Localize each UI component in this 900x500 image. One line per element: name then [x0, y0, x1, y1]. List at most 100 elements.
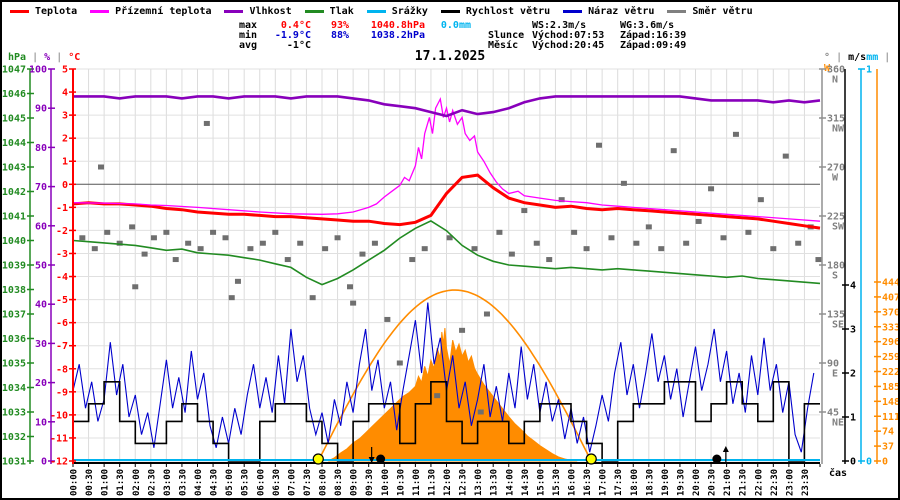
time-tick-label: 01:00 — [101, 469, 111, 496]
time-tick-label: 07:00 — [287, 469, 297, 496]
legend-color-dash — [563, 10, 583, 13]
compass-label: NE — [832, 418, 844, 429]
degree-tick-label: 135 — [827, 310, 845, 321]
astro-value: Východ:20:45 — [532, 40, 605, 51]
time-tick-label: 17:00 — [599, 469, 609, 496]
hpa-tick-label: 1039 — [2, 261, 26, 272]
stats-row-label: max — [239, 20, 258, 31]
wind-direction-point — [141, 251, 148, 257]
time-tick-label: 02:30 — [147, 469, 157, 496]
mm-unit-label: mm — [866, 52, 879, 63]
time-tick-label: 12:30 — [459, 469, 469, 496]
legend-color-dash — [224, 10, 244, 13]
percent-tick-label: 100 — [29, 65, 47, 76]
time-tick-label: 16:00 — [568, 469, 578, 496]
wind-direction-point — [359, 251, 366, 257]
time-tick-label: 03:30 — [178, 469, 188, 496]
hpa-tick-label: 1031 — [2, 457, 26, 468]
percent-tick-label: 70 — [35, 182, 47, 193]
stats-value: -1°C — [286, 40, 311, 51]
wind-direction-point — [384, 316, 391, 322]
moonset-marker — [376, 454, 386, 464]
pressure-line — [72, 219, 821, 286]
ms-unit-label: m/s — [848, 52, 867, 63]
compass-label: S — [832, 271, 838, 282]
wind-direction-point — [350, 300, 357, 306]
sun-marker — [585, 453, 597, 465]
legend-item: Rychlost větru — [440, 6, 550, 17]
time-tick-label: 21:30 — [739, 469, 749, 496]
watt-unit-label: W — [824, 63, 831, 74]
hpa-tick-label: 1041 — [2, 212, 26, 223]
watt-tick-label: 0 — [882, 457, 888, 468]
wind-direction-point — [521, 208, 528, 214]
stats-value: 93% — [330, 20, 349, 31]
wind-direction-point — [163, 229, 170, 235]
wind-direction-point — [533, 240, 540, 246]
percent-tick-label: 10 — [35, 417, 47, 428]
wind-direction-point — [459, 327, 466, 333]
wind-direction-point — [421, 246, 428, 252]
degree-tick-label: 360 — [827, 65, 845, 76]
time-tick-label: 12:00 — [443, 469, 453, 496]
stats-value: 0.4°C — [280, 20, 311, 31]
wind-direction-point — [446, 235, 453, 241]
wind-direction-point — [720, 235, 727, 241]
watt-tick-label: 296 — [882, 337, 898, 348]
ms-tick-label: 4 — [850, 281, 856, 292]
time-tick-label: 07:30 — [303, 469, 313, 496]
wind-direction-point — [434, 393, 441, 399]
wind-direction-point — [129, 224, 136, 230]
celsius-tick-label: 3 — [62, 111, 68, 122]
legend-label: Srážky — [391, 6, 428, 17]
wind-direction-point — [247, 246, 254, 252]
time-tick-label: 02:00 — [132, 469, 142, 496]
legend-label: Náraz větru — [588, 6, 655, 17]
stats-row-label: avg — [239, 40, 258, 51]
wind-direction-point — [172, 257, 179, 263]
wind-direction-point — [795, 240, 802, 246]
mm-tick-label: 1 — [866, 65, 872, 76]
percent-tick-label: 50 — [35, 261, 47, 272]
time-tick-label: 11:00 — [412, 469, 422, 496]
right-axis-units: ° | m/smm | W — [824, 52, 898, 74]
watt-tick-label: 185 — [882, 382, 898, 393]
celsius-tick-label: -6 — [56, 318, 68, 329]
wind-direction-point — [757, 197, 764, 203]
compass-label: SW — [832, 222, 845, 233]
wind-direction-point — [571, 229, 578, 235]
celsius-tick-label: -7 — [56, 341, 68, 352]
degree-tick-label: 180 — [827, 261, 845, 272]
ms-tick-label: 0 — [850, 457, 856, 468]
time-tick-label: 03:00 — [163, 469, 173, 496]
legend-color-dash — [366, 10, 386, 13]
time-tick-label: 13:00 — [474, 469, 484, 496]
hpa-tick-label: 1036 — [2, 334, 26, 345]
percent-tick-label: 40 — [35, 300, 47, 311]
legend-color-dash — [667, 10, 687, 13]
celsius-tick-label: -10 — [50, 410, 68, 421]
wind-speed-step-line — [73, 381, 820, 462]
wind-direction-point — [558, 197, 565, 203]
celsius-tick-label: -3 — [56, 249, 68, 260]
wind-direction-point — [297, 240, 304, 246]
wind-direction-point — [98, 164, 105, 170]
wind-direction-point — [670, 148, 677, 154]
stats-row: max 0.4°C 93% 1040.8hPa 0.0mm — [239, 21, 471, 31]
celsius-tick-label: -4 — [56, 272, 68, 283]
celsius-tick-label: -12 — [50, 457, 68, 468]
legend-label: Vlhkost — [249, 6, 292, 17]
legend-label: Teplota — [35, 6, 78, 17]
percent-tick-label: 0 — [41, 457, 47, 468]
celsius-tick-label: -5 — [56, 295, 68, 306]
astro-row: WS:2.3m/s WG:3.6m/s — [488, 21, 710, 31]
wind-direction-point — [596, 142, 603, 148]
wind-direction-point — [322, 246, 329, 252]
time-tick-label: 14:00 — [505, 469, 515, 496]
astro-row: Slunce Východ:07:53 Západ:16:39 — [488, 31, 710, 41]
time-tick-label: 20:30 — [708, 469, 718, 496]
wind-direction-point — [695, 218, 702, 224]
time-tick-label: 00:00 — [70, 469, 80, 496]
wind-direction-point — [132, 284, 139, 290]
